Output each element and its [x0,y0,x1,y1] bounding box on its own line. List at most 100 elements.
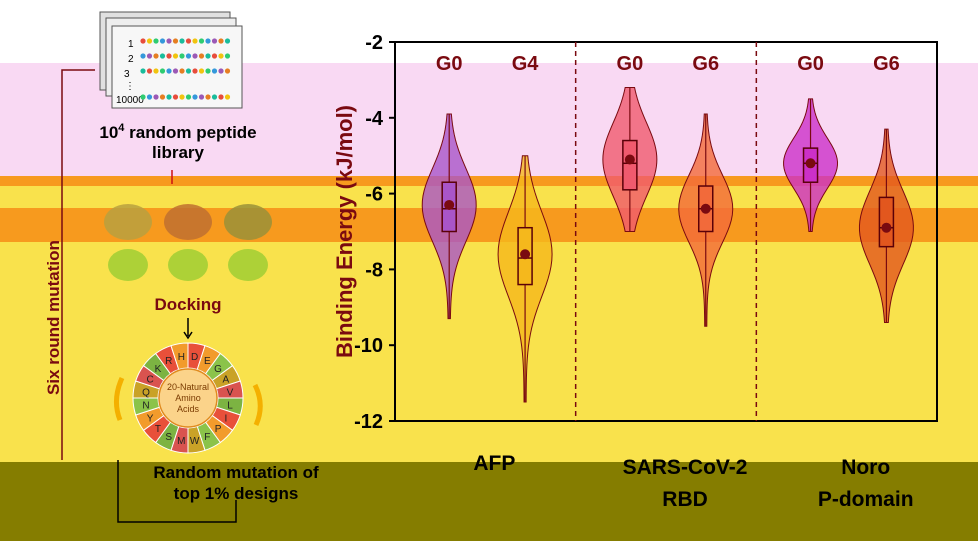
sequence-bead [153,38,159,44]
sequence-bead [153,53,159,59]
sequence-bead [159,68,166,74]
sequence-bead [166,68,172,74]
wheel-center-label: Amino [175,393,201,403]
sequence-bead [198,53,205,59]
sequence-bead [166,94,172,100]
library-row-number: ⋮ [125,81,135,92]
docking-label: Docking [154,295,221,314]
wheel-letter: S [165,432,172,443]
violin-mean-dot [700,203,711,214]
wheel-letter: Y [147,413,154,424]
sequence-bead [218,53,224,59]
wheel-letter: I [224,413,227,424]
sequence-bead [172,53,179,59]
violin-mean-dot [444,199,455,210]
mutation-label-line1: Random mutation of [153,463,319,482]
plot-frame [394,41,938,422]
wheel-letter: L [227,401,233,412]
sequence-bead [185,94,192,100]
sequence-bead [172,38,179,44]
series-label: G0 [436,53,463,75]
series-label: G0 [797,53,824,75]
wheel-letter: W [190,436,200,447]
band-orange-thin [0,176,978,186]
violin-mean-dot [881,222,892,233]
cycle-arrow-left-icon [114,376,125,421]
violin-mean-dot [624,154,635,165]
sequence-bead [211,68,218,74]
sequence-bead [205,53,211,59]
y-tick-label: -2 [365,32,383,54]
series-label: G4 [512,53,540,75]
group-label: RBD [662,488,708,511]
sequence-bead [218,38,224,44]
sequence-bead [205,94,211,100]
band-yellow-mid [0,186,978,208]
sequence-bead [146,68,153,74]
wheel-letter: D [191,352,198,363]
sequence-bead [198,38,205,44]
sequence-bead [218,68,224,74]
wheel-letter: R [165,356,172,367]
violin-mean-dot [805,158,816,169]
sequence-bead [224,68,231,74]
wheel-center-label: 20-Natural [167,382,209,392]
library-row-number: 3 [124,69,130,80]
sequence-bead [146,38,153,44]
sequence-bead [140,38,146,44]
sequence-bead [224,94,231,100]
wheel-letter: F [204,432,210,443]
sequence-bead [218,94,224,100]
sequence-bead [205,38,211,44]
library-row-number: 2 [128,54,134,65]
library-label-line2: library [152,143,205,162]
violin-mean-dot [520,249,531,260]
protein-structure [108,249,148,281]
wheel-letter: K [155,364,162,375]
group-label: P-domain [818,488,914,511]
protein-structure [224,204,272,240]
sequence-bead [192,53,198,59]
sequence-bead [146,94,153,100]
library-row-number: 1 [128,39,134,50]
sequence-bead [185,68,192,74]
sequence-bead [140,53,146,59]
wheel-center [158,368,218,428]
sequence-bead [192,68,198,74]
flow-line-left [61,69,95,460]
group-label: SARS-CoV-2 [623,456,748,479]
sequence-bead [198,94,205,100]
series-label: G6 [873,53,900,75]
wheel-letter: E [204,356,211,367]
sequence-bead [159,53,166,59]
wheel-letter: V [227,387,234,398]
sequence-bead [224,53,231,59]
library-label: 104 random peptide [99,122,256,142]
six-round-mutation-label: Six round mutation [44,240,63,395]
flow-line-bottom [117,460,237,523]
sequence-bead [146,53,153,59]
sequence-bead [185,53,192,59]
wheel-segment [170,342,189,371]
group-label: AFP [473,452,515,475]
library-row-number: 10000 [116,95,144,106]
sequence-bead [198,68,205,74]
sequence-bead [192,94,198,100]
protein-structures [104,204,272,281]
violin-chart: -2 -4 -6 -8 -10 -12 Binding Energy (kJ/mol) G0 G… [332,32,938,511]
violin-box [878,196,895,248]
y-tick-label: -8 [365,259,383,281]
sequence-bead [166,38,172,44]
sequence-bead [179,38,185,44]
sequence-bead [179,53,185,59]
series-label: G0 [617,53,644,75]
sequence-bead [153,94,159,100]
wheel-letter: T [155,424,161,435]
sequence-bead [140,94,146,100]
group-label: Noro [841,456,890,479]
protein-structure [228,249,268,281]
sequence-bead [172,94,179,100]
sequence-bead [192,38,198,44]
